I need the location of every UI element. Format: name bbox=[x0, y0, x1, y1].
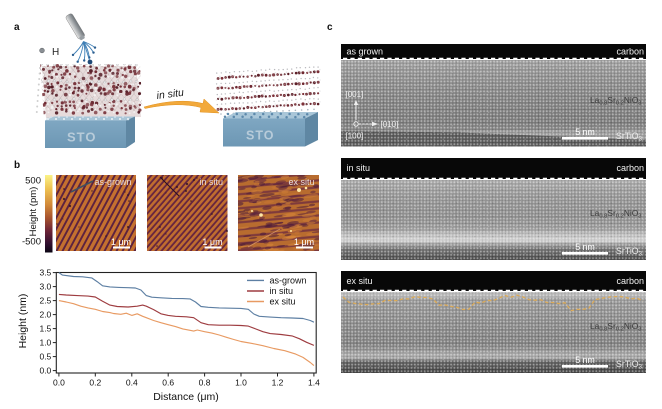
svg-text:carbon: carbon bbox=[616, 163, 644, 173]
svg-text:1.2: 1.2 bbox=[272, 378, 284, 388]
svg-text:STO: STO bbox=[246, 129, 274, 143]
svg-text:SrTiO3: SrTiO3 bbox=[616, 246, 643, 258]
svg-text:Height (nm): Height (nm) bbox=[17, 294, 29, 349]
svg-text:5 nm: 5 nm bbox=[575, 242, 595, 252]
svg-text:as-grown: as-grown bbox=[270, 275, 307, 285]
svg-text:[100]: [100] bbox=[346, 132, 364, 141]
svg-text:1.5: 1.5 bbox=[39, 324, 51, 334]
svg-text:SrTiO3: SrTiO3 bbox=[616, 131, 643, 143]
svg-text:0.2: 0.2 bbox=[89, 378, 101, 388]
svg-text:1.4: 1.4 bbox=[308, 378, 320, 388]
svg-text:3.0: 3.0 bbox=[39, 282, 51, 292]
svg-text:H: H bbox=[52, 47, 59, 58]
svg-text:La0.8Sr0.2NiO3: La0.8Sr0.2NiO3 bbox=[590, 208, 642, 220]
svg-text:1 μm: 1 μm bbox=[111, 237, 131, 247]
svg-text:1 μm: 1 μm bbox=[293, 237, 313, 247]
svg-text:carbon: carbon bbox=[616, 276, 644, 286]
svg-text:carbon: carbon bbox=[616, 46, 644, 56]
svg-text:SrTiO3: SrTiO3 bbox=[616, 359, 643, 371]
svg-text:Height (pm): Height (pm) bbox=[28, 187, 39, 237]
svg-text:500: 500 bbox=[25, 175, 41, 186]
svg-text:0.6: 0.6 bbox=[162, 378, 174, 388]
svg-text:ex situ: ex situ bbox=[270, 297, 296, 307]
svg-text:0.0: 0.0 bbox=[39, 366, 51, 376]
svg-text:[010]: [010] bbox=[381, 120, 399, 129]
svg-text:in situ: in situ bbox=[347, 163, 371, 173]
svg-text:1 μm: 1 μm bbox=[202, 237, 222, 247]
svg-text:in situ: in situ bbox=[156, 87, 185, 102]
svg-text:ex situ: ex situ bbox=[288, 177, 314, 187]
svg-text:0.5: 0.5 bbox=[39, 352, 51, 362]
svg-text:0.0: 0.0 bbox=[53, 378, 65, 388]
svg-text:Distance (μm): Distance (μm) bbox=[153, 391, 219, 403]
svg-text:2.0: 2.0 bbox=[39, 310, 51, 320]
svg-text:in situ: in situ bbox=[270, 286, 294, 296]
svg-text:La0.8Sr0.2NiO3: La0.8Sr0.2NiO3 bbox=[590, 95, 642, 107]
svg-text:5 nm: 5 nm bbox=[575, 127, 595, 137]
svg-text:as-grown: as-grown bbox=[94, 177, 131, 187]
svg-text:3.5: 3.5 bbox=[39, 268, 51, 278]
svg-text:2.5: 2.5 bbox=[39, 296, 51, 306]
svg-text:[001]: [001] bbox=[346, 90, 364, 99]
svg-text:ex situ: ex situ bbox=[347, 276, 373, 286]
svg-text:0.4: 0.4 bbox=[126, 378, 138, 388]
svg-text:1.0: 1.0 bbox=[39, 338, 51, 348]
svg-text:as grown: as grown bbox=[347, 46, 384, 56]
svg-text:1.0: 1.0 bbox=[235, 378, 247, 388]
svg-text:STO: STO bbox=[67, 130, 97, 145]
svg-text:0.8: 0.8 bbox=[199, 378, 211, 388]
svg-text:5 nm: 5 nm bbox=[575, 355, 595, 365]
svg-text:La0.8Sr0.2NiO3: La0.8Sr0.2NiO3 bbox=[590, 321, 642, 333]
svg-text:in situ: in situ bbox=[199, 177, 223, 187]
svg-text:-500: -500 bbox=[22, 237, 41, 248]
